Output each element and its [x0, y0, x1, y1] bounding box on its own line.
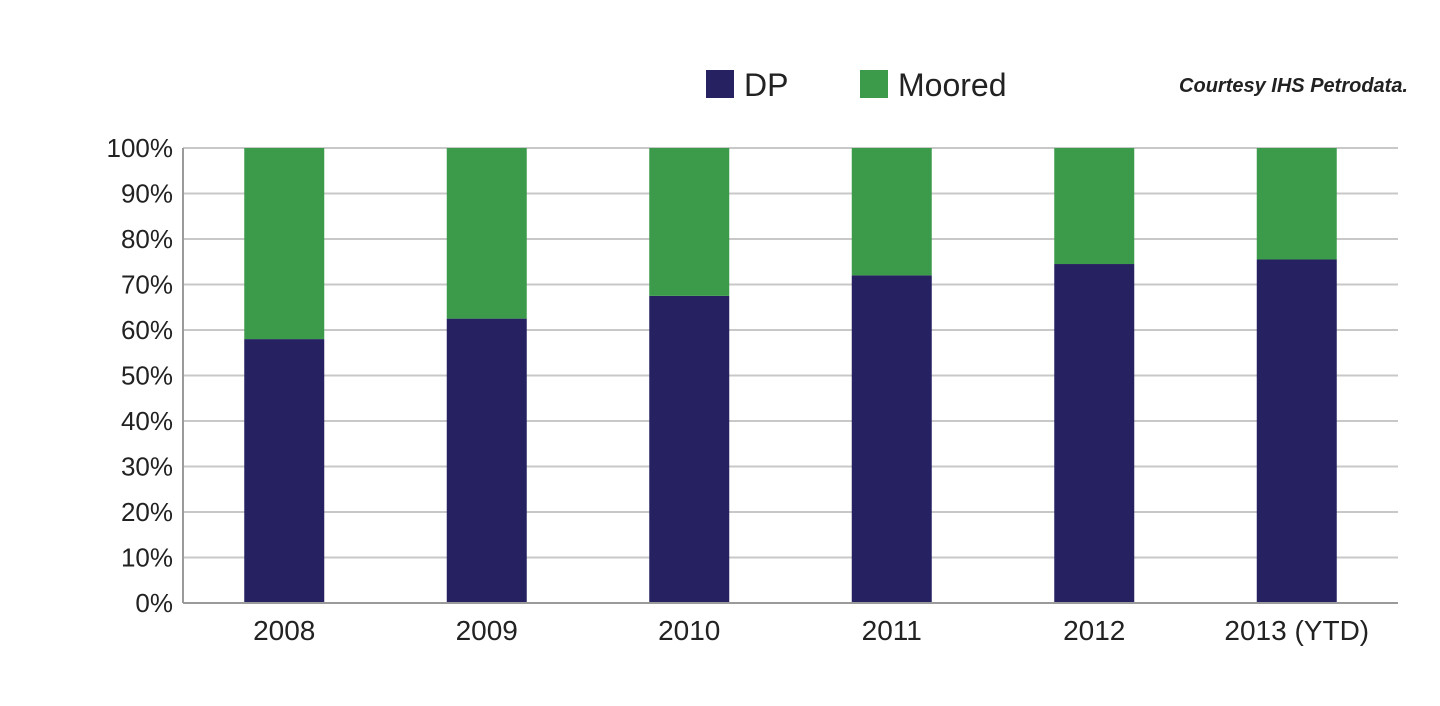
y-axis-tick-labels: 0% 10% 20% 30% 40% 50% 60% 70% 80% 90% 100%: [107, 133, 174, 618]
bar-moored-2010: [649, 148, 730, 296]
bar-dp-2010: [649, 295, 730, 603]
y-tick-label: 100%: [107, 133, 174, 163]
bar-moored-2011: [851, 148, 932, 276]
legend-label-dp: DP: [744, 67, 788, 103]
grid-lines: [183, 147, 1398, 559]
y-tick-label: 0%: [135, 588, 173, 618]
source-credit: Courtesy IHS Petrodata.: [1179, 75, 1408, 97]
legend-swatch-moored: [860, 70, 888, 98]
x-axis-tick-labels: 2008 2009 2010 2011 2012 2013 (YTD): [253, 615, 1369, 646]
x-tick-label: 2009: [456, 615, 518, 646]
y-tick-label: 80%: [121, 224, 173, 254]
y-tick-label: 90%: [121, 179, 173, 209]
bar-dp-2008: [244, 339, 325, 603]
bar-dp-2013-ytd: [1256, 259, 1337, 603]
bar-moored-2009: [446, 148, 527, 319]
y-tick-label: 20%: [121, 497, 173, 527]
bar-moored-2008: [244, 148, 325, 340]
bar-dp-2011: [851, 275, 932, 603]
y-tick-label: 70%: [121, 270, 173, 300]
x-tick-label: 2012: [1063, 615, 1125, 646]
bar-dp-2009: [446, 318, 527, 603]
bars: [244, 148, 1337, 603]
bar-moored-2012: [1054, 148, 1135, 265]
x-tick-label: 2013 (YTD): [1224, 615, 1369, 646]
y-tick-label: 30%: [121, 452, 173, 482]
bar-moored-2013-ytd: [1256, 148, 1337, 260]
legend: DP Moored: [706, 67, 1007, 103]
legend-swatch-dp: [706, 70, 734, 98]
x-tick-label: 2011: [862, 615, 922, 646]
legend-label-moored: Moored: [898, 67, 1007, 103]
y-tick-label: 40%: [121, 406, 173, 436]
axes: [182, 148, 1398, 604]
y-tick-label: 60%: [121, 315, 173, 345]
y-tick-label: 10%: [121, 543, 173, 573]
x-tick-label: 2008: [253, 615, 315, 646]
x-tick-label: 2010: [658, 615, 720, 646]
bar-dp-2012: [1054, 264, 1135, 603]
y-tick-label: 50%: [121, 361, 173, 391]
